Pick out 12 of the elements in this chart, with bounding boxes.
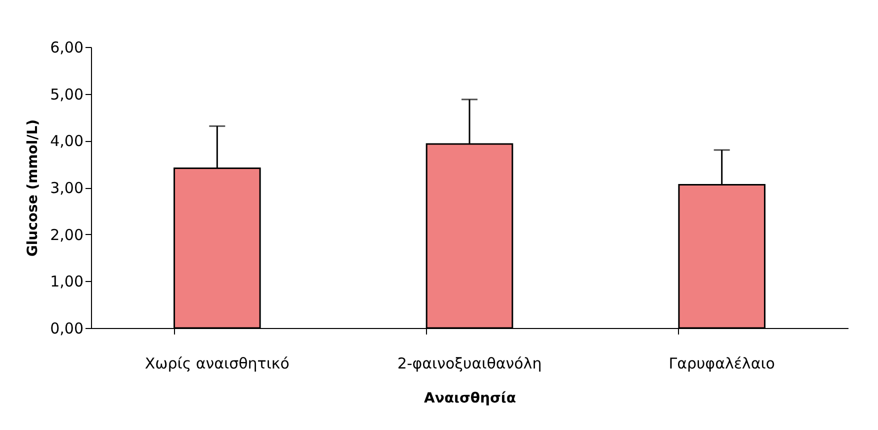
y-tick-label: 0,00 (50, 320, 84, 338)
y-tick-label: 6,00 (50, 38, 84, 56)
y-tick-label: 4,00 (50, 132, 84, 150)
x-axis-title: Αναισθησία (424, 390, 516, 406)
y-axis-title: Glucose (mmol/L) (25, 119, 42, 257)
y-tick-label: 1,00 (50, 272, 84, 291)
y-tick-label: 5,00 (50, 85, 84, 104)
y-tick-label: 2,00 (50, 226, 84, 244)
y-tick-label: 3,00 (50, 179, 84, 197)
x-tick-label: Χωρίς αναισθητικό (144, 354, 290, 372)
x-tick-label: Γαρυφαλέλαιο (668, 354, 775, 372)
x-tick-label: 2-φαινοξυαιθανόλη (397, 354, 542, 372)
